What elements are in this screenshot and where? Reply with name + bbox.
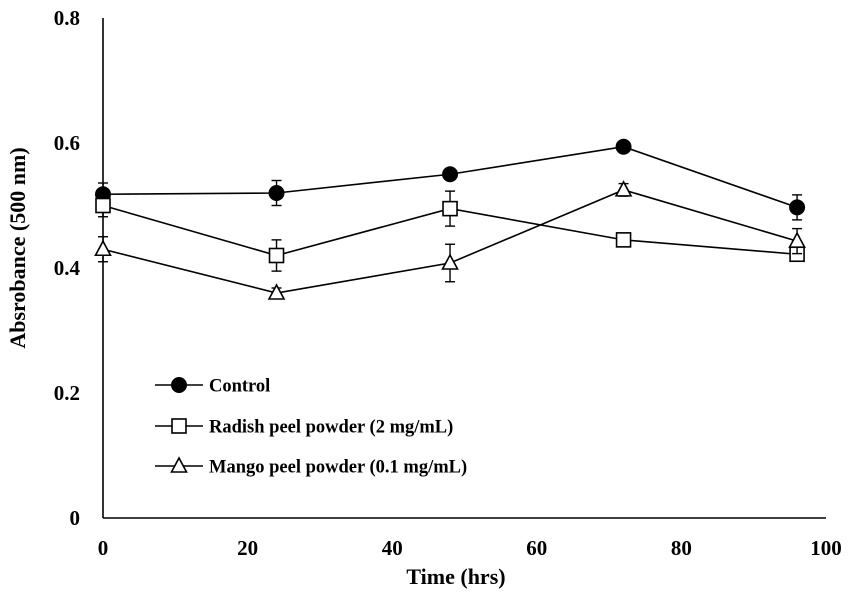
data-point-radish [442,200,458,217]
x-tick-label: 40 [382,536,403,560]
x-axis-title: Time (hrs) [406,564,505,589]
axes [102,18,826,519]
data-point-radish [615,232,632,248]
data-point-mango [614,180,633,197]
y-tick-label: 0.2 [54,381,80,405]
y-tick-label: 0 [70,506,81,530]
legend-marker-radish [171,418,187,434]
legend-label-mango: Mango peel powder (0.1 mg/mL) [209,458,467,478]
data-point-control [442,166,459,183]
data-point-control [268,185,285,201]
y-tick-labels: 0 0.2 0.4 0.6 0.8 [54,6,81,530]
x-tick-label: 60 [526,536,547,560]
y-tick-label: 0.8 [54,6,80,30]
x-tick-labels: 0 20 40 60 80 100 [98,536,842,560]
series-control [95,138,806,221]
legend-marker-control [171,377,187,393]
legend: Control Radish peel powder (2 mg/mL) Mango… [155,377,467,478]
x-tick-label: 0 [98,536,109,560]
data-point-mango [267,283,286,300]
x-tick-label: 80 [671,536,692,560]
data-point-radish [268,247,285,264]
legend-label-control: Control [209,377,270,397]
x-tick-label: 100 [810,536,842,560]
series-radish [95,190,805,272]
data-point-mango [441,253,459,270]
y-axis-title: Absrobance (500 nm) [5,147,30,348]
data-point-control [615,138,632,155]
data-point-control [789,199,806,216]
x-tick-label: 20 [237,536,258,560]
data-point-radish [95,197,111,214]
y-tick-label: 0.6 [54,131,80,155]
legend-marker-mango [170,456,188,473]
y-tick-label: 0.4 [54,256,81,280]
plot-area [94,138,806,300]
data-point-mango [94,239,112,257]
series-mango [94,180,806,300]
legend-label-radish: Radish peel powder (2 mg/mL) [209,418,453,438]
data-point-mango [788,231,806,248]
